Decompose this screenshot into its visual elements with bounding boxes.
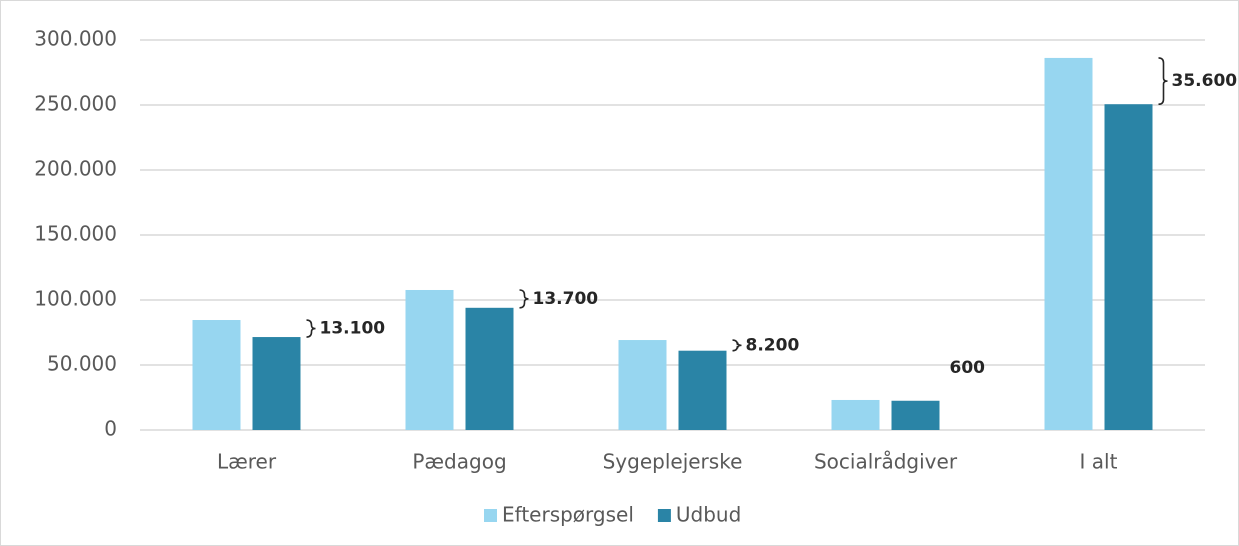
bar xyxy=(1104,104,1153,430)
bar xyxy=(405,289,454,430)
y-tick-label: 250.000 xyxy=(34,92,117,116)
y-tick-label: 100.000 xyxy=(34,287,117,311)
bar xyxy=(1044,57,1093,430)
x-tick-label: Socialrådgiver xyxy=(814,450,958,474)
gap-label: 13.700 xyxy=(533,289,599,309)
bar xyxy=(252,337,301,430)
legend-label: Udbud xyxy=(676,503,741,527)
gap-brace xyxy=(519,289,529,309)
bar xyxy=(678,350,727,430)
bar xyxy=(891,400,940,430)
bar xyxy=(618,340,667,430)
x-tick-label: Sygeplejerske xyxy=(603,450,743,474)
bar xyxy=(465,307,514,430)
legend-label: Efterspørgsel xyxy=(502,503,634,527)
x-tick-label: Lærer xyxy=(217,450,277,474)
x-tick-label: I alt xyxy=(1080,450,1118,474)
y-tick-label: 50.000 xyxy=(47,352,117,376)
gap-label: 600 xyxy=(950,358,986,378)
bar xyxy=(192,320,241,430)
legend-swatch xyxy=(657,509,671,522)
x-tick-label: Pædagog xyxy=(412,450,506,474)
gap-brace xyxy=(732,339,742,352)
gap-brace xyxy=(306,319,316,338)
legend-swatch xyxy=(484,509,497,522)
gap-label: 8.200 xyxy=(746,335,800,355)
y-tick-label: 0 xyxy=(104,417,117,441)
y-tick-label: 200.000 xyxy=(34,157,117,181)
y-tick-label: 150.000 xyxy=(34,222,117,246)
y-tick-label: 300.000 xyxy=(34,27,117,51)
gap-label: 13.100 xyxy=(320,319,386,339)
gap-label: 35.600 xyxy=(1172,71,1238,91)
bar xyxy=(831,399,880,430)
gap-brace xyxy=(1158,57,1168,106)
